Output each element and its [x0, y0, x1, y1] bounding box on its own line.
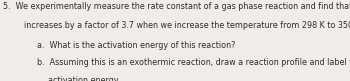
Text: activation energy.: activation energy.	[48, 76, 120, 81]
Text: 5.  We experimentally measure the rate constant of a gas phase reaction and find: 5. We experimentally measure the rate co…	[3, 2, 350, 11]
Text: increases by a factor of 3.7 when we increase the temperature from 298 K to 350 : increases by a factor of 3.7 when we inc…	[24, 21, 350, 30]
Text: b.  Assuming this is an exothermic reaction, draw a reaction profile and label t: b. Assuming this is an exothermic reacti…	[37, 58, 350, 67]
Text: a.  What is the activation energy of this reaction?: a. What is the activation energy of this…	[37, 40, 235, 49]
